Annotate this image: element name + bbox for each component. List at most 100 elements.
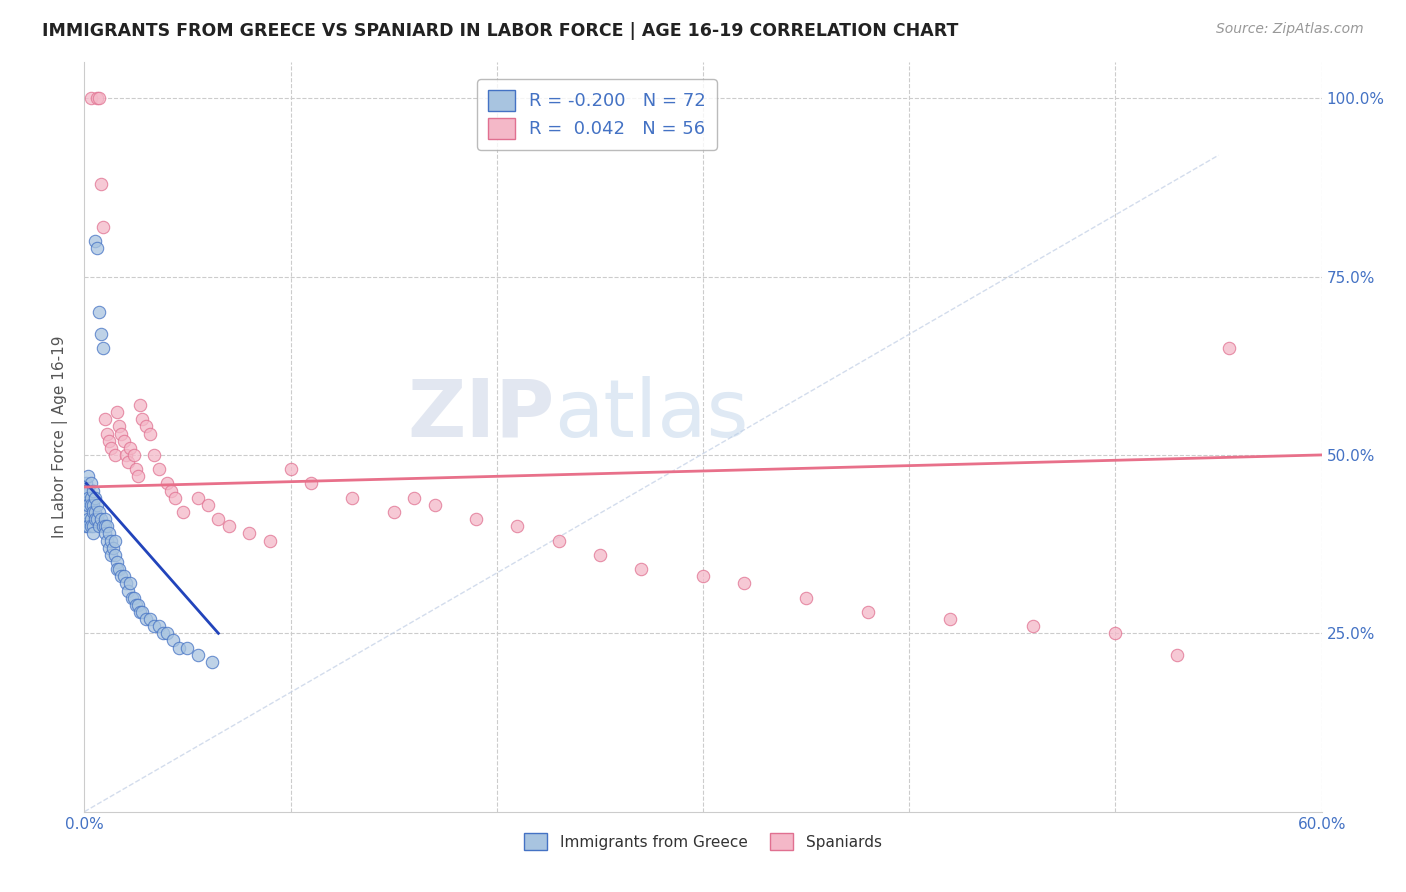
- Point: [79, 491, 101, 505]
- Point: [82, 519, 104, 533]
- Point: [187, 491, 209, 505]
- Point: [83, 505, 105, 519]
- Point: [86, 512, 108, 526]
- Point: [156, 626, 179, 640]
- Point: [122, 448, 145, 462]
- Point: [83, 491, 105, 505]
- Point: [162, 633, 184, 648]
- Point: [108, 419, 131, 434]
- Point: [100, 533, 122, 548]
- Point: [77, 491, 100, 505]
- Point: [105, 555, 128, 569]
- Point: [1104, 626, 1126, 640]
- Point: [547, 533, 569, 548]
- Point: [589, 548, 612, 562]
- Point: [77, 519, 100, 533]
- Point: [630, 562, 652, 576]
- Point: [79, 91, 101, 105]
- Point: [127, 598, 149, 612]
- Point: [114, 448, 136, 462]
- Point: [82, 483, 104, 498]
- Point: [83, 512, 105, 526]
- Point: [75, 519, 97, 533]
- Point: [94, 519, 117, 533]
- Point: [79, 476, 101, 491]
- Point: [75, 505, 97, 519]
- Point: [105, 405, 128, 419]
- Point: [87, 305, 110, 319]
- Point: [1218, 341, 1240, 355]
- Point: [207, 512, 229, 526]
- Point: [79, 519, 101, 533]
- Point: [1022, 619, 1045, 633]
- Point: [176, 640, 198, 655]
- Point: [87, 519, 110, 533]
- Point: [139, 612, 162, 626]
- Point: [96, 519, 118, 533]
- Point: [121, 591, 143, 605]
- Point: [98, 526, 121, 541]
- Point: [90, 326, 112, 341]
- Point: [299, 476, 322, 491]
- Point: [87, 505, 110, 519]
- Point: [131, 605, 153, 619]
- Point: [75, 498, 97, 512]
- Point: [172, 505, 194, 519]
- Point: [125, 598, 148, 612]
- Point: [90, 512, 112, 526]
- Point: [238, 526, 260, 541]
- Point: [125, 462, 148, 476]
- Point: [856, 605, 879, 619]
- Point: [382, 505, 405, 519]
- Point: [114, 576, 136, 591]
- Point: [1166, 648, 1188, 662]
- Point: [167, 640, 190, 655]
- Point: [117, 455, 139, 469]
- Point: [98, 434, 121, 448]
- Point: [96, 533, 118, 548]
- Point: [77, 469, 100, 483]
- Point: [148, 619, 170, 633]
- Point: [82, 498, 104, 512]
- Point: [94, 526, 117, 541]
- Point: [280, 462, 302, 476]
- Point: [77, 512, 100, 526]
- Point: [118, 576, 141, 591]
- Point: [160, 483, 183, 498]
- Point: [506, 519, 529, 533]
- Point: [794, 591, 817, 605]
- Point: [127, 469, 149, 483]
- Point: [104, 448, 127, 462]
- Point: [87, 91, 110, 105]
- Point: [201, 655, 224, 669]
- Point: [342, 491, 364, 505]
- Point: [939, 612, 962, 626]
- Point: [404, 491, 426, 505]
- Point: [156, 476, 179, 491]
- Point: [75, 483, 97, 498]
- Point: [86, 498, 108, 512]
- Point: [77, 483, 100, 498]
- Point: [733, 576, 755, 591]
- Point: [187, 648, 209, 662]
- Point: [143, 448, 166, 462]
- Point: [100, 441, 122, 455]
- Point: [112, 434, 135, 448]
- Point: [98, 541, 121, 555]
- Point: [94, 412, 117, 426]
- Point: [90, 177, 112, 191]
- Text: Source: ZipAtlas.com: Source: ZipAtlas.com: [1216, 22, 1364, 37]
- Legend: Immigrants from Greece, Spaniards: Immigrants from Greece, Spaniards: [519, 827, 887, 856]
- Point: [86, 91, 108, 105]
- Point: [96, 426, 118, 441]
- Point: [108, 562, 131, 576]
- Point: [117, 583, 139, 598]
- Point: [148, 462, 170, 476]
- Point: [103, 541, 125, 555]
- Point: [218, 519, 240, 533]
- Point: [129, 398, 152, 412]
- Point: [139, 426, 162, 441]
- Point: [110, 426, 132, 441]
- Point: [152, 626, 174, 640]
- Point: [135, 612, 157, 626]
